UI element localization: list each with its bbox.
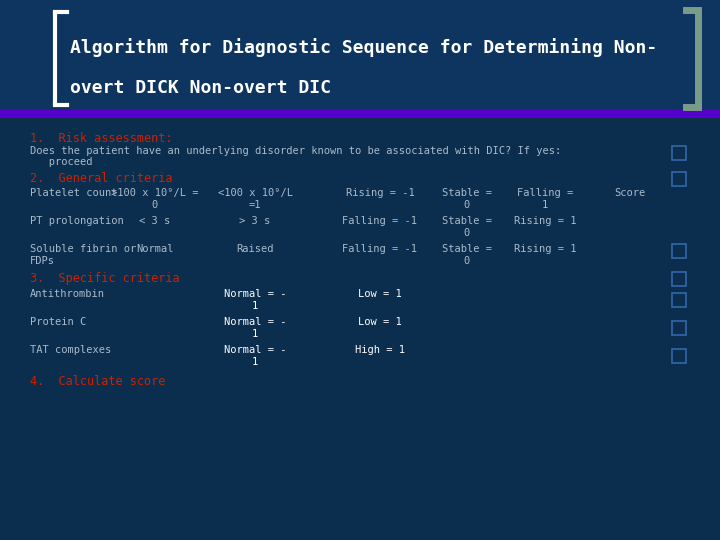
Text: TAT complexes: TAT complexes <box>30 345 112 355</box>
Text: Does the patient have an underlying disorder known to be associated with DIC? If: Does the patient have an underlying diso… <box>30 146 562 156</box>
Bar <box>672 349 686 363</box>
Text: Falling = -1: Falling = -1 <box>343 244 418 254</box>
Bar <box>0 0 720 110</box>
Text: Platelet count: Platelet count <box>30 188 117 198</box>
Text: Stable =
0: Stable = 0 <box>442 244 492 266</box>
Text: 2.  General criteria: 2. General criteria <box>30 172 173 185</box>
Bar <box>0 110 720 118</box>
Text: < 3 s: < 3 s <box>140 216 171 226</box>
Text: Rising = 1: Rising = 1 <box>514 216 576 226</box>
Text: Normal = -
1: Normal = - 1 <box>224 317 287 339</box>
Bar <box>672 272 686 286</box>
Text: 1.  Risk assessment:: 1. Risk assessment: <box>30 132 173 145</box>
Bar <box>672 146 686 160</box>
Text: PT prolongation: PT prolongation <box>30 216 124 226</box>
Text: Stable =
0: Stable = 0 <box>442 216 492 238</box>
Text: Normal = -
1: Normal = - 1 <box>224 289 287 310</box>
Text: 4.  Calculate score: 4. Calculate score <box>30 375 166 388</box>
Text: Stable =
0: Stable = 0 <box>442 188 492 210</box>
Text: High = 1: High = 1 <box>355 345 405 355</box>
Text: Score: Score <box>614 188 646 198</box>
Text: Normal: Normal <box>136 244 174 254</box>
Text: Low = 1: Low = 1 <box>358 317 402 327</box>
Text: Normal = -
1: Normal = - 1 <box>224 345 287 367</box>
Text: Rising = 1: Rising = 1 <box>514 244 576 254</box>
Text: 3.  Specific criteria: 3. Specific criteria <box>30 272 179 285</box>
Bar <box>672 172 686 186</box>
Text: > 3 s: > 3 s <box>239 216 271 226</box>
Text: Antithrombin: Antithrombin <box>30 289 105 299</box>
Text: Low = 1: Low = 1 <box>358 289 402 299</box>
Text: overt DICK Non-overt DIC: overt DICK Non-overt DIC <box>70 79 331 97</box>
Text: Soluble fibrin or
FDPs: Soluble fibrin or FDPs <box>30 244 136 266</box>
Text: Protein C: Protein C <box>30 317 86 327</box>
Text: >100 x 10⁹/L =
0: >100 x 10⁹/L = 0 <box>112 188 199 210</box>
Text: Raised: Raised <box>236 244 274 254</box>
Text: Falling =
1: Falling = 1 <box>517 188 573 210</box>
Text: Rising = -1: Rising = -1 <box>346 188 415 198</box>
Text: <100 x 10⁹/L
=1: <100 x 10⁹/L =1 <box>217 188 292 210</box>
Bar <box>672 321 686 335</box>
Text: Algorithm for Diagnostic Sequence for Determining Non-: Algorithm for Diagnostic Sequence for De… <box>70 38 657 57</box>
Bar <box>672 244 686 258</box>
Text: Falling = -1: Falling = -1 <box>343 216 418 226</box>
Bar <box>672 293 686 307</box>
Text: proceed: proceed <box>30 157 92 167</box>
